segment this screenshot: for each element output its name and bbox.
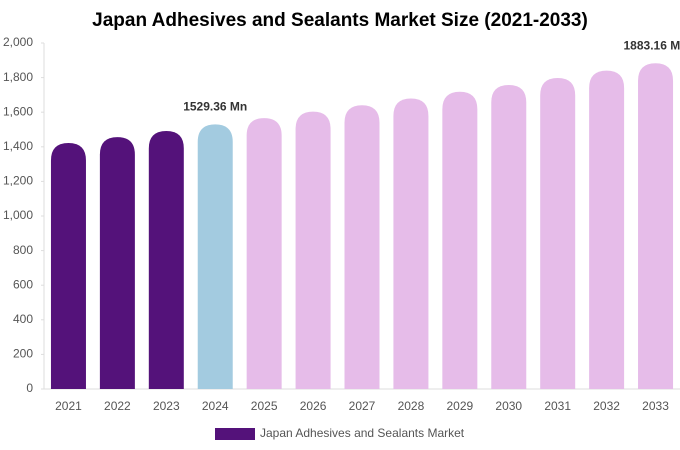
- x-tick-label: 2028: [398, 399, 425, 413]
- x-tick-label: 2033: [642, 399, 669, 413]
- x-tick-label: 2031: [544, 399, 571, 413]
- x-tick-label: 2021: [55, 399, 82, 413]
- y-tick-label: 200: [13, 347, 33, 361]
- y-tick-label: 1,600: [3, 104, 33, 118]
- x-tick-label: 2023: [153, 399, 180, 413]
- y-tick-label: 0: [26, 381, 33, 395]
- y-tick-label: 800: [13, 243, 33, 257]
- x-tick-label: 2029: [446, 399, 473, 413]
- bar: [638, 63, 674, 390]
- y-tick-label: 1,400: [3, 139, 33, 153]
- bar: [295, 111, 331, 389]
- bar: [344, 105, 380, 389]
- bar: [246, 118, 282, 389]
- x-tick-label: 2030: [495, 399, 522, 413]
- legend-swatch: [215, 428, 255, 440]
- bar: [148, 131, 184, 389]
- legend-label: Japan Adhesives and Sealants Market: [260, 426, 465, 440]
- x-tick-label: 2026: [300, 399, 327, 413]
- chart-title: Japan Adhesives and Sealants Market Size…: [92, 10, 588, 31]
- x-tick-label: 2024: [202, 399, 229, 413]
- data-label: 1883.16 Mn: [624, 38, 680, 52]
- x-tick-label: 2022: [104, 399, 131, 413]
- x-tick-label: 2025: [251, 399, 278, 413]
- y-tick-label: 1,000: [3, 208, 33, 222]
- y-tick-label: 1,200: [3, 174, 33, 188]
- x-tick-label: 2027: [349, 399, 376, 413]
- y-tick-label: 1,800: [3, 70, 33, 84]
- x-tick-label: 2032: [593, 399, 620, 413]
- y-tick-label: 400: [13, 312, 33, 326]
- bar: [540, 77, 576, 390]
- y-tick-label: 2,000: [3, 35, 33, 49]
- bar: [589, 70, 625, 390]
- y-tick-label: 600: [13, 277, 33, 291]
- bar: [50, 142, 86, 389]
- bar: [442, 91, 478, 389]
- bar: [99, 137, 135, 389]
- data-label: 1529.36 Mn: [183, 100, 247, 114]
- bar: [197, 124, 233, 390]
- bar: [491, 85, 527, 389]
- bar: [393, 98, 429, 390]
